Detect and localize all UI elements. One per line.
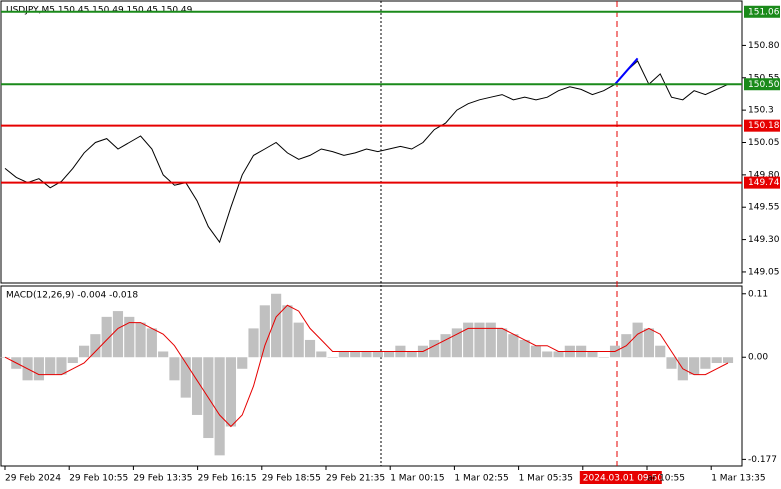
- histogram-bar: [632, 322, 643, 358]
- histogram-bar: [496, 328, 508, 358]
- histogram-bar: [700, 357, 711, 369]
- histogram-bar: [282, 305, 293, 358]
- y-tick-label: -0.177: [748, 455, 777, 465]
- histogram-bar: [271, 293, 282, 358]
- histogram-bar: [45, 357, 56, 375]
- histogram-bar: [112, 311, 124, 358]
- histogram-bar: [248, 328, 259, 358]
- x-tick-label: 29 Feb 2024: [5, 474, 61, 484]
- x-tick-label: 29 Feb 18:55: [262, 474, 321, 484]
- price-line: [4, 60, 729, 244]
- histogram-bar: [553, 351, 564, 358]
- y-tick-label: 149.55: [748, 203, 780, 213]
- histogram-bar: [225, 357, 237, 427]
- signal-line: [4, 304, 729, 428]
- y-tick-label: 149.30: [748, 235, 780, 245]
- y-tick-label: 149.05: [748, 267, 780, 277]
- level-label-bg: [744, 119, 780, 132]
- histogram-bar: [214, 357, 225, 456]
- histogram-bar: [67, 357, 78, 364]
- histogram-bar: [451, 328, 462, 358]
- histogram-bar: [135, 322, 146, 358]
- level-label: 151.06: [748, 7, 780, 17]
- histogram-bar: [530, 345, 542, 358]
- histogram-bar: [56, 357, 67, 375]
- x-tick-label: 29 Feb 10:55: [69, 474, 128, 484]
- histogram-bar: [711, 357, 722, 364]
- histogram-bar: [237, 357, 248, 369]
- x-tick-label: 29 Feb 21:35: [326, 474, 385, 484]
- chart-title: USDJPY,M5 150.45 150.49 150.45 150.49: [6, 6, 193, 16]
- histogram-bar: [463, 322, 474, 358]
- histogram-bar: [485, 322, 496, 358]
- histogram-bar: [316, 351, 327, 358]
- histogram-bar: [519, 339, 530, 358]
- histogram-bar: [440, 334, 451, 358]
- y-tick-label: 0.11: [748, 289, 768, 299]
- histogram-bar: [542, 351, 553, 358]
- macd-panel: [0, 285, 743, 467]
- level-label-bg: [744, 78, 780, 91]
- histogram-bar: [587, 351, 598, 358]
- y-tick-label: 150.05: [748, 138, 780, 148]
- histogram-bar: [78, 345, 90, 358]
- x-label-bg: [579, 471, 662, 484]
- x-tick-label: 1 Mar 05:35: [519, 474, 573, 484]
- histogram-bar: [474, 322, 485, 358]
- histogram-bar: [372, 351, 383, 358]
- level-label-bg: [744, 5, 780, 18]
- histogram-bar: [655, 345, 666, 358]
- y-tick-label: 150.3: [748, 106, 774, 116]
- histogram-bar: [384, 351, 395, 358]
- histogram-bar: [293, 322, 304, 358]
- level-label: 150.18: [748, 121, 780, 131]
- histogram-bar: [429, 339, 440, 358]
- histogram-bar: [508, 334, 519, 358]
- histogram-bar: [180, 357, 191, 398]
- histogram-bar: [406, 351, 417, 358]
- histogram-bar: [304, 339, 316, 358]
- histogram-bar: [259, 305, 270, 358]
- x-tick-label: ar 10:55: [647, 474, 685, 484]
- x-tick-label: 1 Mar 02:55: [454, 474, 508, 484]
- histogram-bar: [101, 316, 112, 358]
- histogram-bar: [124, 316, 135, 358]
- y-tick-label: 150.80: [748, 41, 780, 51]
- histogram-bar: [338, 351, 349, 358]
- histogram-bar: [643, 328, 655, 358]
- x-tick-label: 1 Mar 00:15: [390, 474, 444, 484]
- histogram-bar: [90, 334, 101, 358]
- y-tick-label: 149.80: [748, 170, 780, 180]
- price-line: [614, 57, 639, 85]
- x-tick-label: 2024.03.01 09:50: [583, 474, 664, 484]
- histogram-bar: [33, 357, 44, 381]
- level-label-bg: [744, 176, 780, 189]
- histogram-bar: [689, 357, 700, 375]
- y-tick-label: 0.00: [748, 353, 768, 363]
- x-tick-label: 29 Feb 16:15: [198, 474, 257, 484]
- x-tick-label: 29 Feb 13:35: [133, 474, 192, 484]
- level-label: 150.50: [748, 80, 780, 90]
- histogram-bar: [158, 351, 169, 358]
- histogram-bar: [361, 351, 372, 358]
- histogram-bar: [191, 357, 203, 415]
- histogram-bar: [350, 351, 361, 358]
- histogram-bar: [598, 357, 609, 358]
- histogram-bar: [169, 357, 180, 381]
- histogram-bar: [327, 357, 338, 358]
- x-tick-label: 1 Mar 13:35: [711, 474, 765, 484]
- histogram-bar: [146, 328, 157, 358]
- histogram-bar: [666, 357, 677, 369]
- macd-title: MACD(12,26,9) -0.004 -0.018: [6, 291, 138, 301]
- level-label: 149.74: [748, 178, 780, 188]
- histogram-bar: [722, 357, 734, 364]
